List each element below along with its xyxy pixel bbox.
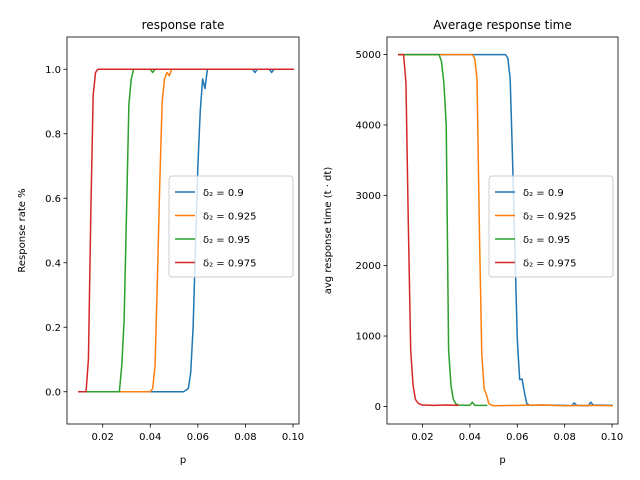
y-tick-label: 0.4 <box>45 258 61 269</box>
chart-panel-2: 0.02 0.04 0.06 0.08 0.10 0 1000 2000 3000 4000 500… <box>323 18 623 466</box>
legend-entry: δ₂ = 0.925 <box>203 212 257 223</box>
x-tick-label: 0.08 <box>234 432 256 443</box>
y-tick-label: 0.2 <box>45 323 61 334</box>
legend-entry: δ₂ = 0.95 <box>523 235 570 246</box>
y-axis-label: Response rate % <box>17 188 28 272</box>
legend-box <box>488 175 614 278</box>
legend-box <box>168 175 294 278</box>
axes-frame <box>386 36 619 425</box>
x-tick-label: 0.02 <box>411 432 433 443</box>
y-tick-label: 1.0 <box>45 65 61 76</box>
legend-entry: δ₂ = 0.975 <box>523 259 577 270</box>
y-tick-label: 3000 <box>356 191 381 202</box>
y-tick-label: 0.8 <box>45 129 61 140</box>
chart-panel-1: 0.02 0.04 0.06 0.08 0.10 0.0 0.2 0.4 0.6 0.8 1.0 re… <box>17 18 304 466</box>
x-tick-label: 0.10 <box>282 432 304 443</box>
y-tick-label: 0.0 <box>45 387 61 398</box>
x-axis-label: p <box>180 455 186 466</box>
legend-entry: δ₂ = 0.95 <box>203 235 250 246</box>
legend-entry: δ₂ = 0.975 <box>203 259 257 270</box>
axes-frame <box>66 36 300 425</box>
chart-title: Average response time <box>433 18 572 32</box>
x-tick-label: 0.10 <box>601 432 623 443</box>
series-line-4 <box>78 68 294 393</box>
y-axis-label: avg response time (t · dt) <box>323 167 334 295</box>
series-line-3 <box>398 53 488 407</box>
series-line-3 <box>78 68 168 393</box>
series-lines <box>398 53 613 407</box>
legend-entry: δ₂ = 0.9 <box>523 188 564 199</box>
x-tick-label: 0.06 <box>187 432 209 443</box>
y-tick-label: 1000 <box>356 332 381 343</box>
y-tick-label: 4000 <box>356 120 381 131</box>
x-tick-label: 0.02 <box>92 432 114 443</box>
chart-title: response rate <box>142 18 225 32</box>
series-line-4 <box>398 53 459 407</box>
series-lines <box>78 68 294 393</box>
series-line-2 <box>398 53 613 407</box>
legend-entry: δ₂ = 0.9 <box>203 188 244 199</box>
y-tick-label: 5000 <box>356 50 381 61</box>
x-axis-label: p <box>499 455 505 466</box>
x-tick-label: 0.04 <box>139 432 161 443</box>
y-tick-label: 2000 <box>356 261 381 272</box>
y-tick-label: 0 <box>375 402 381 413</box>
x-tick-label: 0.08 <box>554 432 576 443</box>
legend: δ₂ = 0.9 δ₂ = 0.925 δ₂ = 0.95 δ₂ = 0.975 <box>168 175 294 278</box>
x-tick-label: 0.06 <box>506 432 528 443</box>
y-tick-label: 0.6 <box>45 194 61 205</box>
legend: δ₂ = 0.9 δ₂ = 0.925 δ₂ = 0.95 δ₂ = 0.975 <box>488 175 614 278</box>
x-tick-label: 0.04 <box>459 432 481 443</box>
legend-entry: δ₂ = 0.925 <box>523 212 577 223</box>
